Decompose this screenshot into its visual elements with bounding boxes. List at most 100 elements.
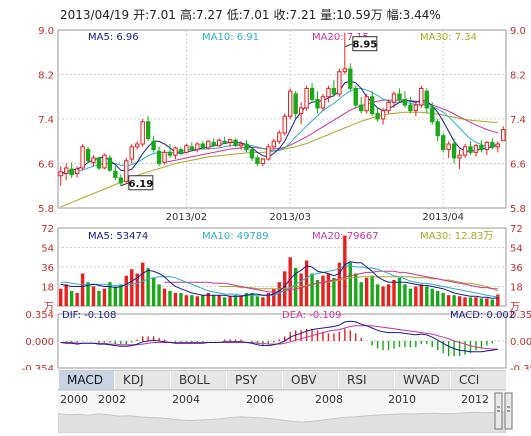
volume-bar — [157, 284, 161, 306]
volume-bar — [102, 288, 107, 306]
tab-kdj[interactable]: KDJ — [114, 371, 170, 389]
volume-bar — [430, 288, 434, 306]
tab-rsi[interactable]: RSI — [338, 371, 394, 389]
candle — [107, 155, 113, 172]
quote-low: 低:7.01 — [226, 8, 270, 22]
candle-body — [331, 87, 337, 95]
volume-bar — [463, 297, 467, 306]
candle — [102, 153, 107, 170]
quote-header: 2013/04/19 开:7.01 高:7.27 低:7.01 收:7.21 量:10.5… — [60, 6, 445, 23]
volume-bar — [337, 262, 342, 306]
volume-bar — [474, 297, 478, 306]
volume-ytick-left: 18 — [41, 283, 54, 294]
candle — [369, 91, 375, 117]
price-xtick: 2013/04 — [422, 212, 464, 223]
timeline-navigator[interactable]: 2000 2002 2004 2006 2008 2010 2012 — [58, 390, 506, 433]
candle — [397, 88, 402, 103]
candle — [124, 157, 129, 183]
quote-high: 高:7.27 — [179, 8, 223, 22]
candle-body — [260, 158, 266, 165]
kline-chart-area[interactable]: 9.0 9.0 8.2 8.2 7.4 7.4 6.6 6.6 5.8 5.8 2013/02 201… — [0, 0, 531, 370]
candle-body — [397, 93, 402, 101]
navigator-year: 2006 — [246, 393, 274, 406]
candle — [408, 96, 413, 114]
volume-ytick-left: 36 — [41, 263, 54, 274]
candle — [430, 102, 435, 125]
candle-body — [74, 168, 80, 175]
tab-psy[interactable]: PSY — [226, 371, 282, 389]
candle-body — [129, 146, 134, 160]
candle — [457, 149, 462, 170]
candle — [359, 96, 364, 114]
volume-bar — [80, 273, 85, 306]
volume-bar — [315, 280, 320, 306]
candle — [435, 119, 440, 142]
price-ytick-left: 6.6 — [38, 160, 54, 171]
candle — [451, 138, 457, 164]
candle — [282, 113, 287, 136]
volume-panel: 72 72 54 54 36 36 18 18 万 万 MA5: 53474 MA10: 49789 M… — [41, 224, 522, 313]
price-ytick-right: 9.0 — [510, 26, 526, 37]
volume-bar — [97, 290, 101, 306]
volume-bar — [59, 288, 63, 306]
navigator-year: 2000 — [60, 393, 88, 406]
candle — [419, 85, 424, 108]
volume-bar — [135, 273, 139, 306]
tab-boll[interactable]: BOLL — [170, 371, 226, 389]
candle — [479, 140, 484, 153]
volume-bar — [250, 293, 254, 306]
candle-body — [151, 140, 156, 151]
candle-body — [238, 143, 244, 147]
tab-wvad[interactable]: WVAD — [394, 371, 450, 389]
candle — [118, 174, 124, 187]
candle-body — [91, 157, 96, 163]
candle-body — [430, 107, 435, 123]
tab-macd[interactable]: MACD — [58, 371, 114, 389]
tab-cci[interactable]: CCI — [450, 371, 506, 389]
legend-3: MA20: 7.15 — [312, 32, 369, 43]
volume-bar — [124, 275, 128, 306]
candle-body — [473, 145, 479, 153]
navigator-year: 2008 — [315, 393, 343, 406]
volume-bar — [348, 262, 352, 306]
volume-bar — [446, 295, 451, 306]
candle-body — [424, 90, 429, 109]
candle — [473, 144, 479, 157]
navigator-year: 2004 — [172, 393, 200, 406]
candle-body — [337, 71, 342, 95]
candle — [413, 102, 419, 117]
tab-obv[interactable]: OBV — [282, 371, 338, 389]
legend-3: MA20: 79667 — [312, 231, 379, 242]
candle-body — [402, 99, 408, 106]
macd-ytick-right: -0.354 — [510, 364, 531, 370]
volume-bar — [479, 298, 484, 306]
candle-body — [288, 90, 293, 117]
candle-body — [451, 143, 457, 159]
navigator-handle[interactable] — [494, 392, 514, 430]
volume-bar — [436, 290, 440, 306]
annotation-label: 6.19 — [128, 179, 153, 190]
volume-bar — [343, 235, 347, 306]
volume-ytick-right: 72 — [510, 224, 523, 235]
candle — [167, 144, 173, 158]
candle-body — [216, 139, 222, 147]
candle-body — [184, 145, 189, 153]
quote-open: 开:7.01 — [133, 8, 176, 22]
candle-body — [369, 96, 375, 114]
candle-body — [178, 149, 184, 153]
candle-body — [282, 115, 287, 134]
candle-body — [386, 101, 391, 112]
volume-bar — [397, 277, 402, 306]
macd-ytick-right: 0.354 — [510, 310, 531, 321]
candle — [135, 141, 140, 150]
candle-body — [315, 99, 320, 109]
candle — [266, 144, 271, 161]
candle-body — [85, 149, 91, 162]
volume-bar — [381, 286, 385, 306]
candle — [501, 126, 506, 142]
candle — [206, 140, 211, 150]
volume-bar — [69, 290, 74, 306]
volume-bar — [222, 297, 227, 306]
candle — [216, 138, 222, 147]
candle-body — [233, 139, 238, 147]
